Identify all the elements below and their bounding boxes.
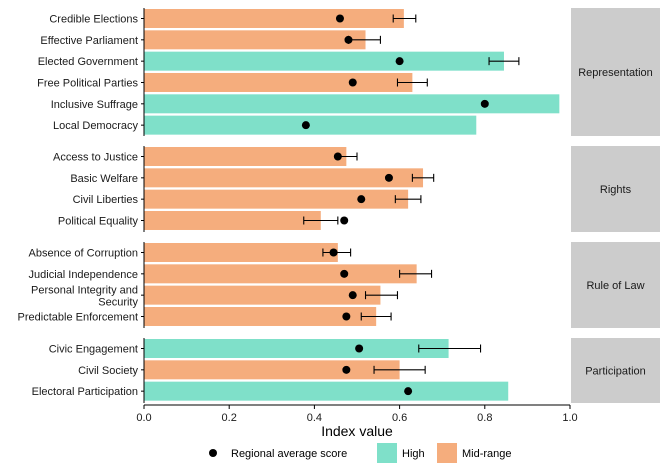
average-dots-layer bbox=[301, 14, 489, 396]
average-dot bbox=[348, 78, 357, 87]
category-label-line: Personal Integrity and bbox=[31, 285, 138, 297]
panel-strip-label: Rule of Law bbox=[586, 280, 644, 292]
bar bbox=[144, 189, 409, 209]
category-label: Judicial Independence bbox=[29, 269, 138, 281]
average-dot bbox=[340, 216, 349, 225]
error-bars-layer bbox=[303, 14, 520, 374]
x-tick-label: 0.8 bbox=[477, 412, 492, 424]
average-dot bbox=[342, 312, 351, 321]
bars-layer bbox=[144, 8, 570, 403]
category-label: Basic Welfare bbox=[70, 173, 138, 185]
bar bbox=[144, 115, 477, 135]
panel-strips: Representation Rights Rule of Law Participa… bbox=[571, 8, 660, 403]
average-dot bbox=[301, 121, 310, 130]
average-dot bbox=[335, 14, 344, 23]
average-dot bbox=[480, 99, 489, 108]
average-dot bbox=[340, 269, 349, 278]
average-dot bbox=[384, 173, 393, 182]
legend-high-swatch bbox=[377, 443, 397, 463]
category-label: Elected Government bbox=[38, 56, 138, 68]
category-labels: Credible Elections Effective Parliament El… bbox=[18, 8, 145, 403]
legend-mid-swatch bbox=[437, 443, 457, 463]
average-dot bbox=[355, 344, 364, 353]
category-label: Local Democracy bbox=[53, 120, 138, 132]
x-axis: 0.0 0.2 0.4 0.6 0.8 1.0 bbox=[136, 404, 578, 424]
bar bbox=[144, 381, 509, 401]
bar bbox=[144, 51, 504, 71]
bar bbox=[144, 30, 366, 50]
panel-strip-3 bbox=[571, 338, 660, 403]
legend-dot-label: Regional average score bbox=[231, 448, 347, 460]
x-tick-label: 1.0 bbox=[562, 412, 577, 424]
bar bbox=[144, 72, 413, 92]
category-label: Personal Integrity and Security bbox=[31, 285, 139, 309]
category-label: Political Equality bbox=[58, 215, 139, 227]
legend-dot-swatch bbox=[209, 449, 217, 457]
bar bbox=[144, 360, 400, 380]
x-tick-label: 0.4 bbox=[307, 412, 322, 424]
x-tick-label: 0.0 bbox=[136, 412, 151, 424]
legend-high-label: High bbox=[402, 448, 425, 460]
category-label: Civic Engagement bbox=[49, 344, 138, 356]
x-axis-title: Index value bbox=[321, 423, 393, 439]
panel-strip-label: Representation bbox=[578, 67, 653, 79]
category-label: Electoral Participation bbox=[32, 386, 138, 398]
bar bbox=[144, 306, 377, 326]
category-label: Civil Society bbox=[78, 365, 138, 377]
bar bbox=[144, 243, 338, 262]
bar bbox=[144, 147, 347, 166]
category-label: Effective Parliament bbox=[40, 35, 138, 47]
panel-strip-1 bbox=[571, 146, 660, 232]
average-dot bbox=[333, 152, 342, 161]
panel-strip-label: Rights bbox=[600, 184, 632, 196]
category-label-line: Security bbox=[98, 297, 138, 309]
category-label: Predictable Enforcement bbox=[18, 311, 138, 323]
average-dot bbox=[357, 195, 366, 204]
average-dot bbox=[404, 387, 413, 396]
panel-strip-label: Participation bbox=[585, 366, 646, 378]
category-label: Inclusive Suffrage bbox=[51, 99, 138, 111]
legend-mid-label: Mid-range bbox=[462, 448, 512, 460]
category-label: Absence of Corruption bbox=[29, 248, 138, 260]
average-dot bbox=[342, 365, 351, 374]
bar bbox=[144, 210, 321, 230]
category-label: Civil Liberties bbox=[73, 194, 139, 206]
category-label: Free Political Parties bbox=[37, 77, 138, 89]
average-dot bbox=[329, 248, 338, 257]
category-label: Credible Elections bbox=[49, 14, 138, 26]
panel-strip-2 bbox=[571, 242, 660, 328]
x-tick-label: 0.2 bbox=[222, 412, 237, 424]
average-dot bbox=[344, 35, 353, 44]
panel-strip-0 bbox=[571, 8, 660, 136]
panel-background bbox=[144, 8, 570, 136]
average-dot bbox=[348, 291, 357, 300]
category-label: Access to Justice bbox=[53, 152, 138, 164]
bar bbox=[144, 264, 417, 284]
bar bbox=[144, 339, 449, 358]
bar bbox=[144, 168, 424, 188]
bar bbox=[144, 285, 381, 305]
average-dot bbox=[395, 57, 404, 66]
bar bbox=[144, 94, 560, 114]
bar bbox=[144, 9, 404, 28]
legend: Regional average score High Mid-range bbox=[209, 443, 512, 463]
x-tick-label: 0.6 bbox=[392, 412, 407, 424]
